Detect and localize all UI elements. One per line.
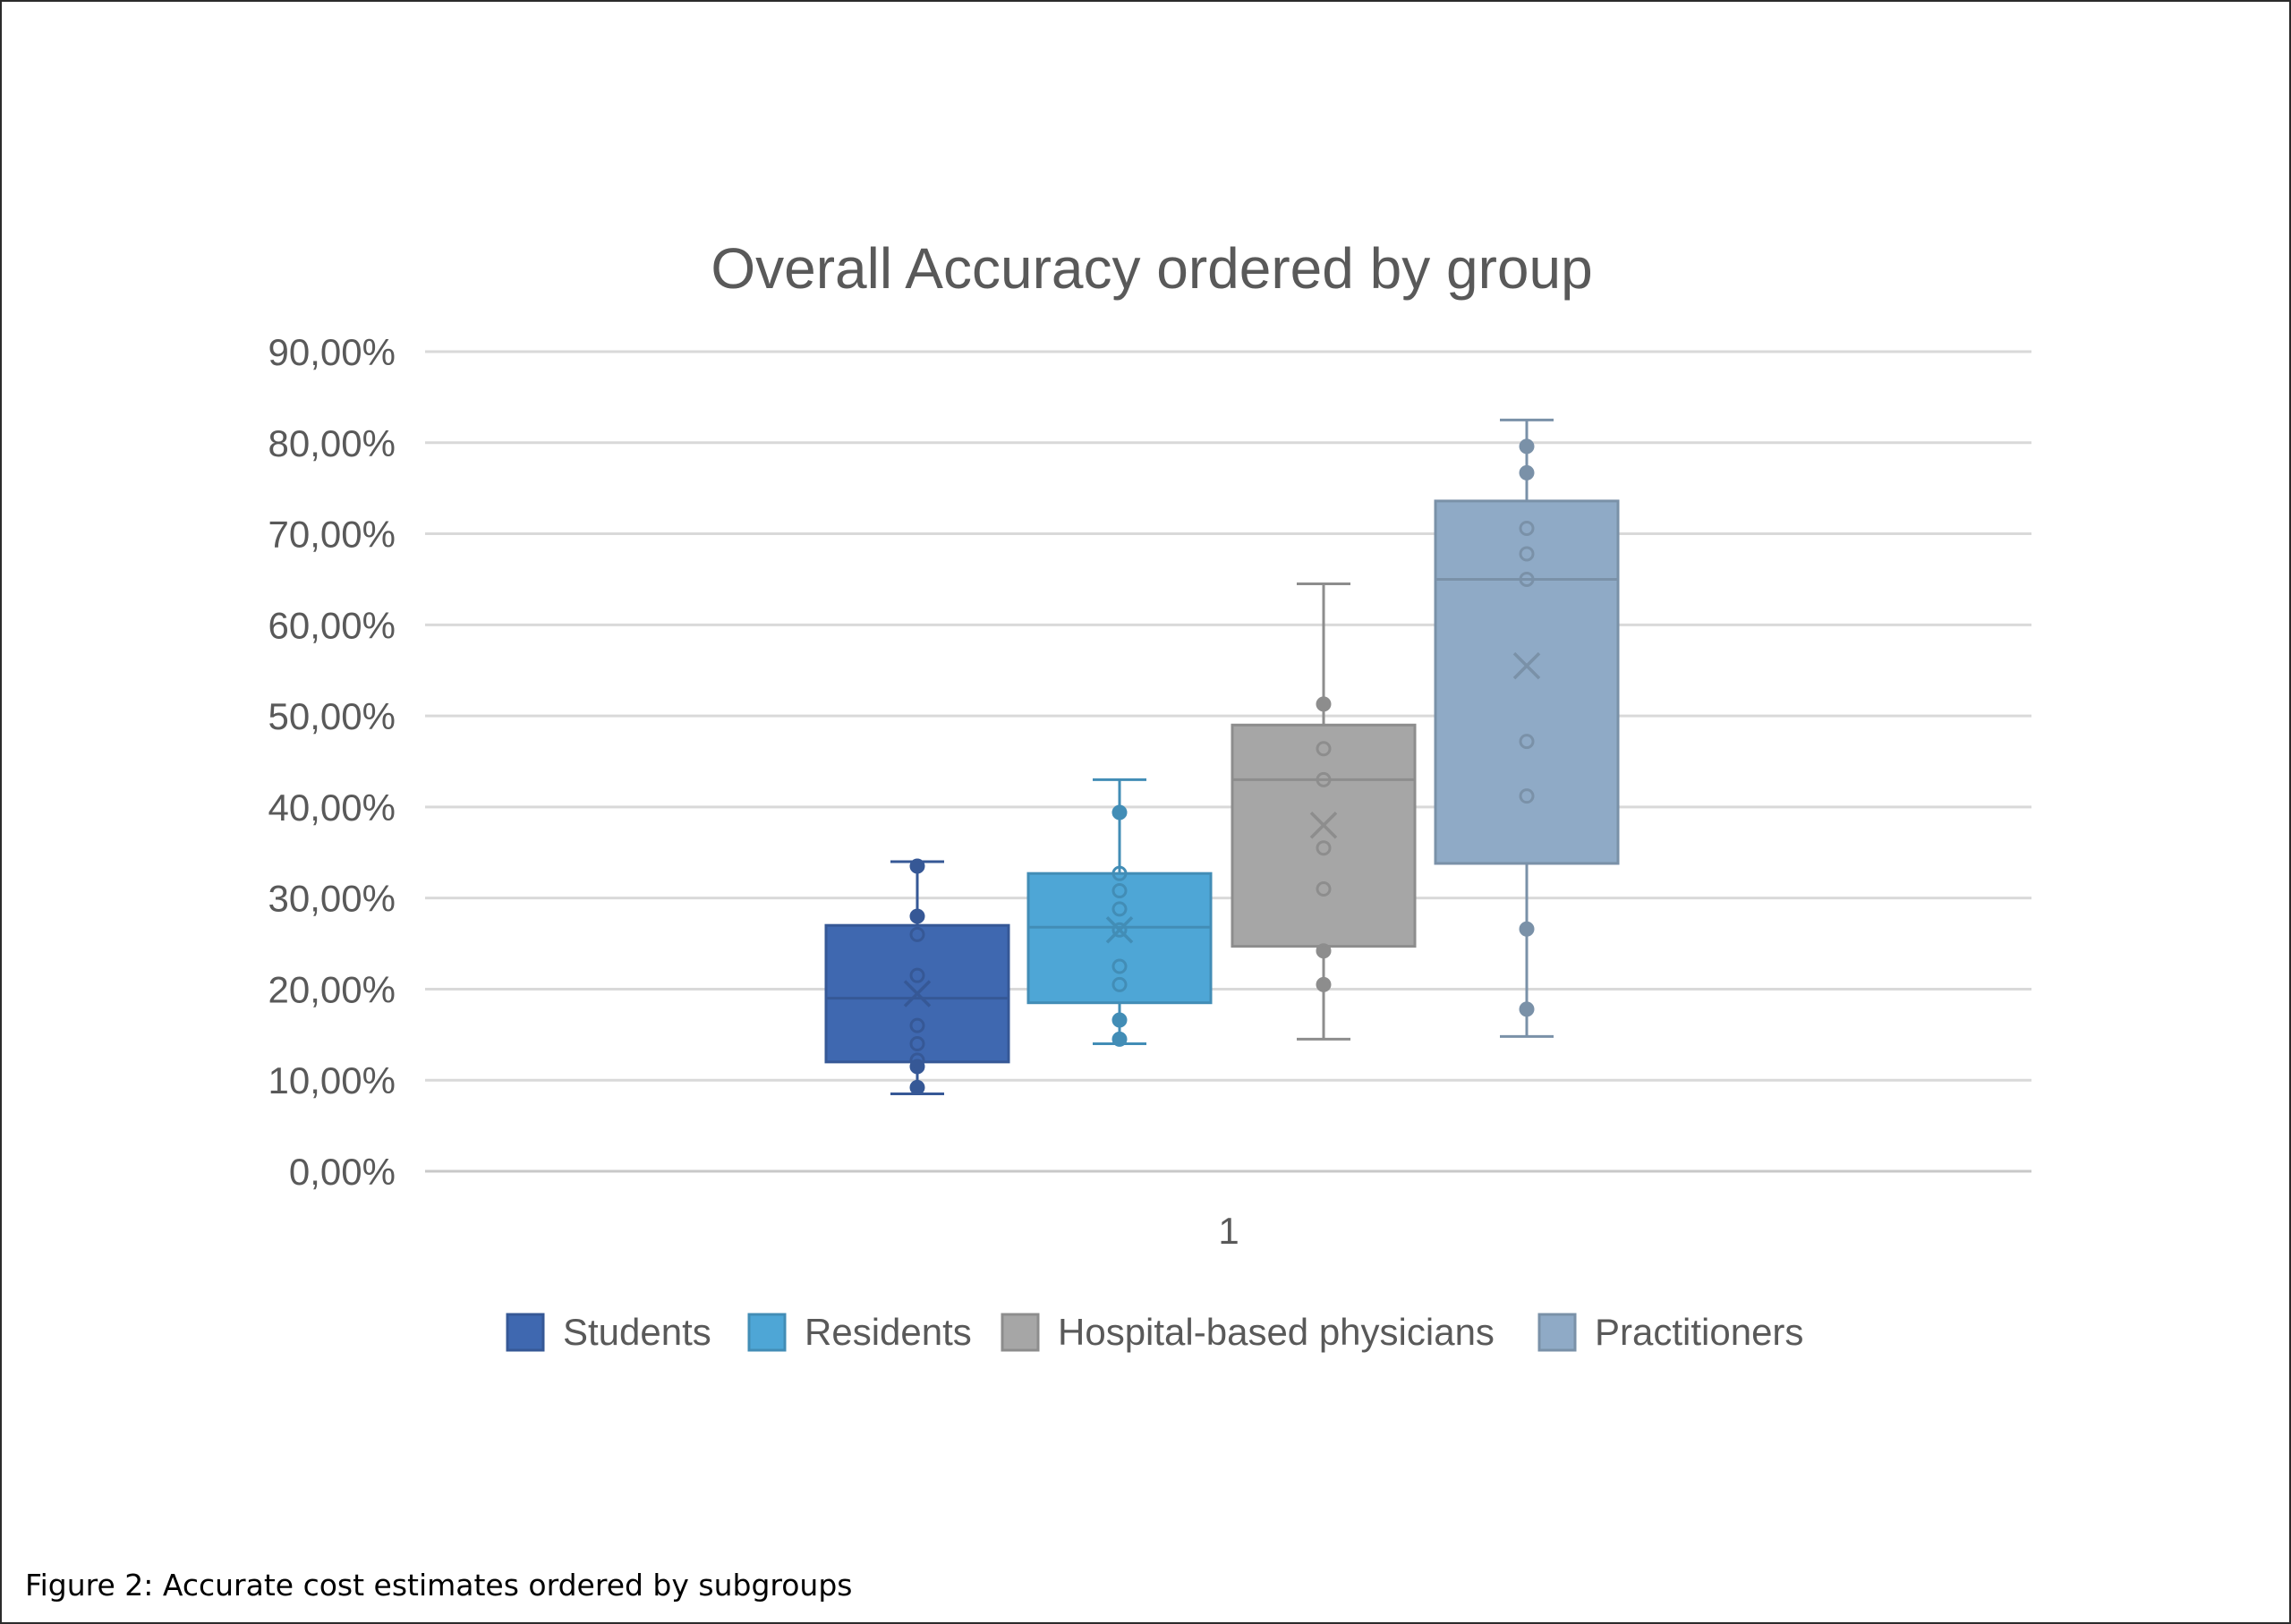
data-point (1519, 571, 1535, 587)
y-tick-label: 20,00% (268, 968, 396, 1010)
data-point (1111, 865, 1128, 881)
legend-label: Residents (805, 1311, 972, 1353)
box-iqr (1231, 723, 1417, 948)
data-point (1519, 788, 1535, 804)
box-practitioners (1434, 418, 1620, 1038)
data-point (1519, 438, 1535, 455)
data-point (909, 967, 925, 983)
data-point (1316, 840, 1332, 856)
data-point (1316, 696, 1332, 712)
data-point (1111, 958, 1128, 974)
box-residents (1026, 778, 1213, 1047)
data-point (1111, 922, 1128, 938)
box-iqr (1026, 872, 1213, 1005)
data-point (1111, 804, 1128, 821)
legend-label: Hospital-based physicians (1058, 1311, 1495, 1353)
chart-title: Overall Accuracy ordered by group (711, 236, 1592, 301)
y-tick-label: 40,00% (268, 786, 396, 829)
data-point (1111, 1012, 1128, 1028)
data-point (1316, 741, 1332, 757)
data-point (1111, 883, 1128, 899)
legend-label: Students (563, 1311, 711, 1353)
data-point (1111, 1031, 1128, 1047)
data-point (1519, 734, 1535, 750)
data-point (1111, 976, 1128, 992)
box-series (824, 418, 1620, 1095)
legend-label: Practitioners (1595, 1311, 1803, 1353)
x-category-label: 1 (1218, 1210, 1239, 1252)
gridlines (425, 350, 2031, 1173)
data-point (909, 926, 925, 942)
legend-swatch (506, 1313, 545, 1352)
data-point (1519, 520, 1535, 536)
data-point (1519, 546, 1535, 562)
mean-marker (903, 980, 932, 1008)
data-point (1519, 464, 1535, 480)
legend-item: Residents (747, 1311, 972, 1353)
data-point (909, 1036, 925, 1052)
y-axis-tick-labels: 0,00% 10,00% 20,00% 30,00% 40,00% 50,00% 60,00… (268, 331, 396, 1193)
mean-marker (1512, 651, 1541, 680)
data-point (909, 1079, 925, 1095)
legend-swatch (1537, 1313, 1577, 1352)
y-tick-label: 90,00% (268, 331, 396, 373)
box-iqr (1434, 499, 1620, 865)
figure-caption: Figure 2: Accurate cost estimates ordere… (25, 1568, 853, 1603)
y-tick-label: 70,00% (268, 514, 396, 556)
y-tick-label: 60,00% (268, 604, 396, 646)
data-point (1316, 976, 1332, 992)
data-point (1316, 771, 1332, 787)
data-point (1519, 1001, 1535, 1017)
legend-swatch (747, 1313, 787, 1352)
mean-marker (1309, 812, 1338, 839)
data-point (909, 1052, 925, 1068)
data-point (1316, 943, 1332, 959)
data-point (1316, 880, 1332, 897)
legend-item: Students (506, 1311, 711, 1353)
legend-item: Practitioners (1537, 1311, 1803, 1353)
legend: Students Residents Hospital-based physicia… (506, 1311, 1803, 1353)
box-hospital-based-physicians (1231, 582, 1417, 1041)
data-point (909, 858, 925, 874)
data-point (909, 1017, 925, 1033)
y-tick-label: 30,00% (268, 878, 396, 920)
mean-marker (1105, 916, 1134, 944)
y-tick-label: 80,00% (268, 422, 396, 464)
y-tick-label: 10,00% (268, 1059, 396, 1101)
y-tick-label: 0,00% (289, 1151, 396, 1193)
data-point (909, 908, 925, 924)
legend-item: Hospital-based physicians (1001, 1311, 1495, 1353)
y-tick-label: 50,00% (268, 695, 396, 737)
x-axis-category-labels: 1 (1218, 1210, 1239, 1252)
box-students (824, 858, 1010, 1095)
data-point (1111, 901, 1128, 917)
data-point (1519, 921, 1535, 937)
legend-swatch (1001, 1313, 1040, 1352)
